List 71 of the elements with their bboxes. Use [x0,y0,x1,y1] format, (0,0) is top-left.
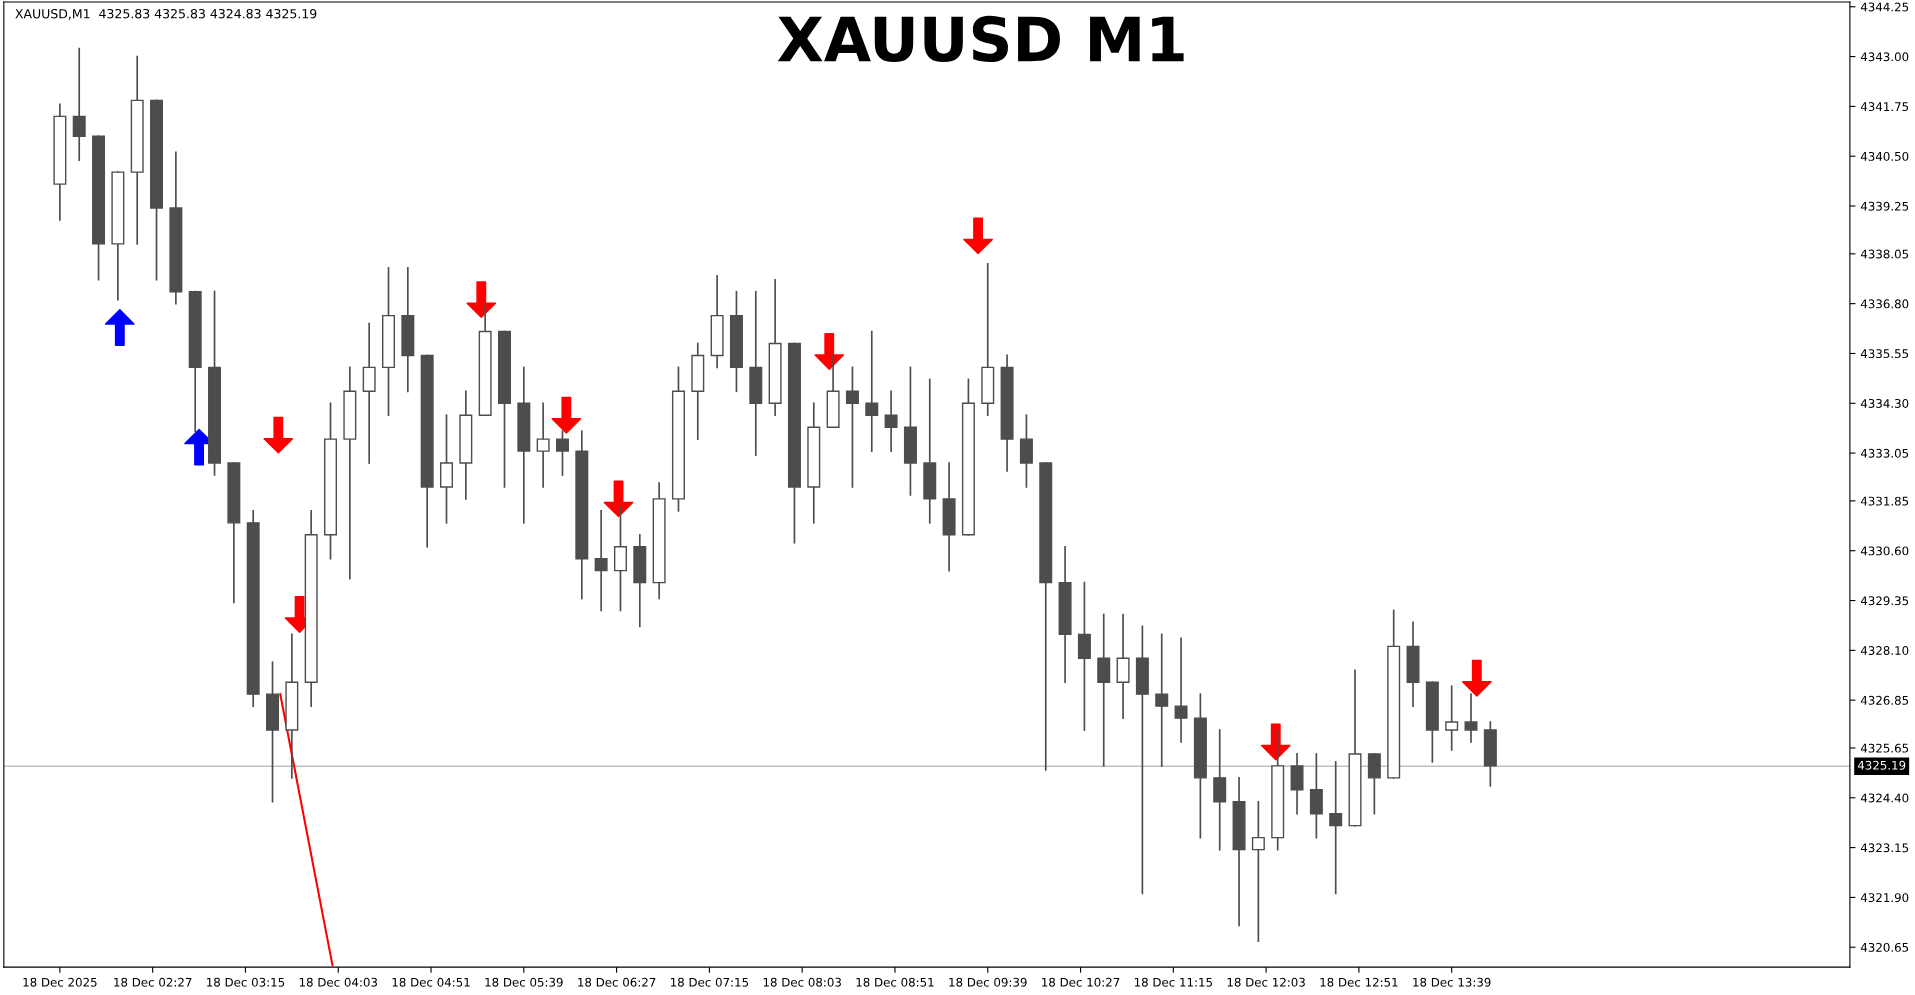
y-tick-label: 4324.40 [1860,793,1909,803]
point [963,217,993,255]
candlestick [594,510,608,612]
x-tick-label: 18 Dec 04:03 [299,977,377,987]
candlestick [1367,753,1381,815]
candlestick [613,506,627,612]
x-tick-label: 18 Dec 03:15 [207,977,285,987]
candlestick [362,322,376,464]
candlestick [1329,761,1343,895]
candlestick [555,430,569,476]
y-tick-label: 4343.00 [1860,52,1909,62]
y-tick-label: 4335.55 [1860,349,1909,359]
candlestick [440,414,453,524]
chart-title: XAUUSD M1 [777,15,1184,63]
y-tick-label: 4325.65 [1860,743,1909,753]
y-tick-label: 4330.60 [1860,546,1909,556]
y-tick-label: 4336.80 [1860,299,1909,309]
y-tick-label: 4323.15 [1860,843,1909,853]
candlestick [845,366,859,488]
x-tick-label: 18 Dec 10:27 [1042,977,1120,987]
candlestick [1097,613,1111,767]
candlestick [72,47,86,162]
x-tick-label: 18 Dec 2025 [23,977,97,987]
ref-line-label: 4325.19 [1857,760,1906,770]
point [1461,659,1492,697]
x-tick-label: 18 Dec 08:51 [856,977,934,987]
y-tick-label: 4339.25 [1860,201,1909,211]
point [104,309,135,346]
x-tick-label: 18 Dec 11:15 [1134,977,1212,987]
point [814,333,845,370]
candlestick [1251,800,1265,943]
candlestick [1309,753,1323,839]
x-tick-label: 18 Dec 12:03 [1227,977,1305,987]
y-tick-label: 4326.85 [1860,695,1909,705]
x-tick-label: 18 Dec 08:03 [763,977,841,987]
candlestick [1445,685,1459,751]
y-tick-label: 4344.25 [1860,2,1909,12]
point [263,416,294,454]
y-tick-label: 4320.65 [1860,942,1909,952]
x-tick-label: 18 Dec 13:39 [1413,977,1491,987]
x-tick-label: 18 Dec 07:15 [670,977,749,987]
y-tick-label: 4329.35 [1860,596,1909,606]
y-tick-label: 4338.05 [1860,249,1909,259]
x-tick-label: 18 Dec 04:51 [392,977,470,987]
x-tick-label: 18 Dec 06:27 [578,977,656,987]
x-tick-label: 18 Dec 12:51 [1320,977,1398,987]
y-tick-label: 4340.50 [1860,151,1909,161]
x-tick-label: 18 Dec 09:39 [949,977,1027,987]
y-tick-label: 4333.05 [1860,448,1909,458]
candlestick [1290,753,1304,815]
y-tick-label: 4334.30 [1860,399,1909,408]
x-tick-label: 18 Dec 05:39 [485,977,563,987]
candlestick [1464,693,1478,743]
candlestick [1174,637,1188,743]
y-tick-label: 4331.85 [1860,496,1909,506]
y-tick-label: 4321.90 [1860,893,1909,903]
candlestick [1213,729,1227,851]
candlestick [1116,613,1130,719]
point [551,396,582,434]
x-tick-label: 18 Dec 02:27 [114,977,192,987]
candlestick [884,390,898,452]
candlestick [865,330,879,452]
point [466,281,497,319]
candlestick [1077,581,1091,731]
annotation: XAUUSD,M1 4325.83 4325.83 4324.83 4325.19 [15,8,317,20]
y-tick-label: 4328.10 [1860,646,1909,655]
y-tick-label: 4341.75 [1860,102,1909,112]
candlestick [1155,633,1169,767]
point [603,480,634,518]
candlestick [1019,414,1033,488]
candlestick [536,402,550,488]
